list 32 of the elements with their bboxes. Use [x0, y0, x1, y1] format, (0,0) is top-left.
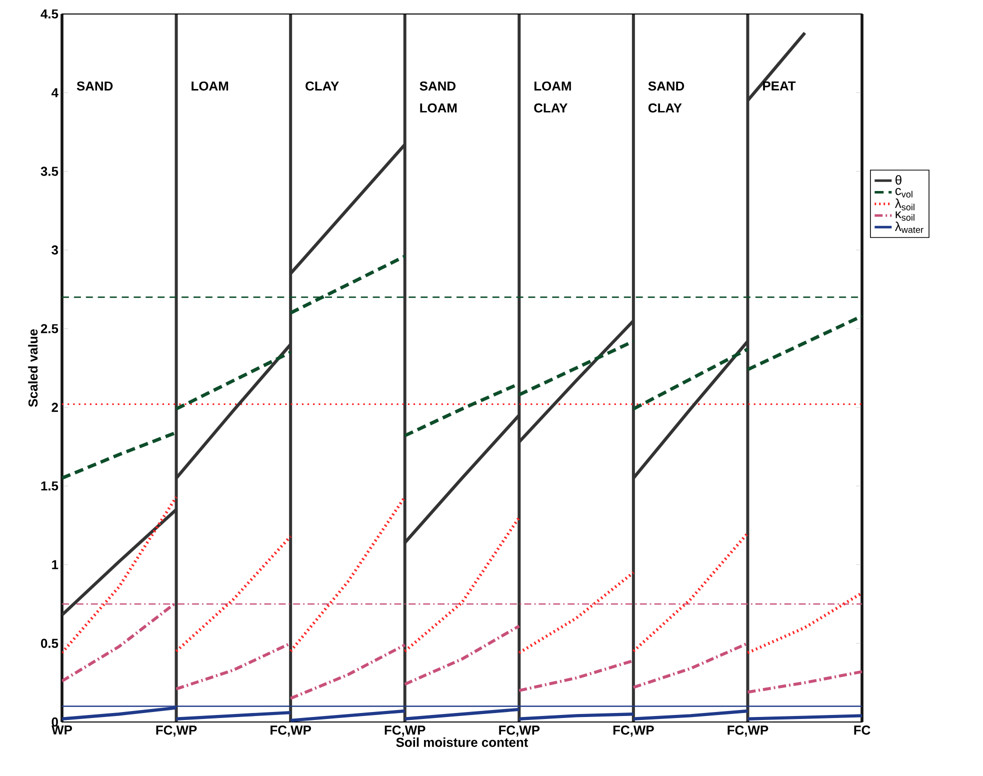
- annotation: LOAM CLAY: [534, 81, 571, 113]
- x-tick-label: FC,WP: [728, 726, 768, 737]
- x-tick-label: FC,WP: [384, 726, 426, 737]
- legend-label: θ: [896, 175, 902, 185]
- y-tick-label: 0: [52, 717, 58, 727]
- y-tick-label: 0.5: [40, 638, 58, 648]
- x-tick-label: FC,WP: [270, 726, 312, 737]
- x-tick-label: FC,WP: [499, 726, 540, 737]
- y-tick-label: 3: [52, 245, 58, 255]
- legend-label: λ$_{water}$: [894, 222, 924, 233]
- y-axis-title: Scaled value: [28, 329, 38, 407]
- y-tick-label: 4.5: [40, 9, 58, 19]
- y-tick-label: 2.5: [40, 324, 58, 334]
- annotation: PEAT: [763, 81, 796, 90]
- y-tick-label: 3.5: [40, 166, 58, 176]
- annotation: SAND LOAM: [420, 81, 457, 113]
- y-tick-label: 1.5: [41, 481, 58, 491]
- y-tick-label: 1: [52, 560, 58, 570]
- annotation: CLAY: [306, 81, 339, 91]
- x-axis-title: Soil moisture content: [396, 737, 528, 747]
- annotation: SAND: [76, 81, 113, 91]
- legend-label: λ$_{soil}$: [894, 198, 914, 210]
- legend-label: κ$_{soil}$: [896, 211, 914, 221]
- y-tick-label: 4: [51, 88, 58, 98]
- x-tick-label: FC,WP: [613, 726, 654, 737]
- annotation: SAND CLAY: [648, 81, 684, 113]
- annotation: LOAM: [192, 81, 228, 91]
- x-tick-label: FC: [854, 726, 870, 735]
- legend-label: c$_{vol}$: [895, 188, 912, 198]
- y-tick-label: 2: [52, 402, 58, 412]
- x-tick-label: WP: [52, 726, 72, 734]
- x-tick-label: FC,WP: [156, 726, 197, 737]
